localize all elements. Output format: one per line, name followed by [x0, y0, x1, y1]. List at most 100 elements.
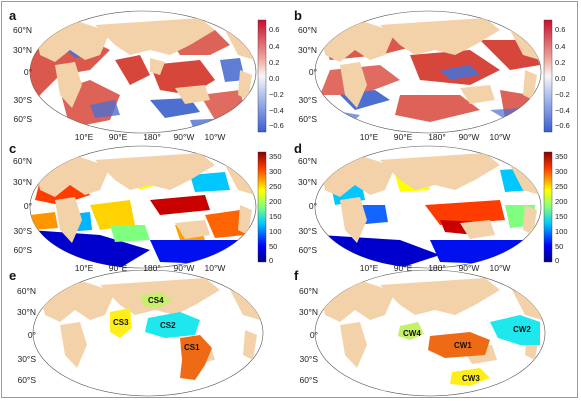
- colorbar-tick: 0.0: [555, 74, 566, 83]
- panel-letter-d: d: [294, 141, 302, 156]
- colorbar-tick: −0.2: [555, 90, 570, 99]
- lat-label: 60°N: [299, 286, 318, 296]
- panel-f-map: [314, 269, 546, 397]
- lat-label: 60°S: [13, 114, 32, 124]
- lon-label: 180°: [143, 263, 161, 273]
- lon-label: 10°W: [204, 132, 226, 142]
- colorbar-tick: 0: [269, 256, 274, 265]
- lon-label: 90°W: [173, 263, 195, 273]
- region-label-cw1: CW1: [454, 341, 472, 350]
- colorbar-tick: 250: [269, 182, 282, 191]
- colorbar-tick: 0.6: [555, 25, 566, 34]
- region-label-cw2: CW2: [513, 325, 531, 334]
- colorbar-tick: 250: [555, 182, 568, 191]
- lat-label: 30°N: [17, 307, 36, 317]
- panel-letter-a: a: [9, 8, 17, 23]
- colorbar-tick: 100: [555, 227, 568, 236]
- colorbar-a: [257, 19, 267, 133]
- lat-label: 0°: [23, 67, 32, 77]
- region-cw3: [450, 368, 490, 386]
- lon-label: 90°E: [393, 132, 413, 142]
- lon-label: 90°W: [173, 132, 195, 142]
- panel-letter-e: e: [9, 268, 17, 283]
- lat-label: 30°S: [299, 354, 318, 364]
- lon-label: 90°W: [458, 263, 480, 273]
- lon-label: 10°W: [204, 263, 226, 273]
- panel-b-map: [314, 10, 542, 134]
- lat-label: 60°S: [13, 245, 32, 255]
- panel-d-map: [314, 145, 542, 269]
- colorbar-b: [543, 19, 553, 133]
- lat-label: 30°S: [13, 226, 32, 236]
- region-cw2: [490, 315, 540, 345]
- colorbar-tick: 150: [555, 212, 568, 221]
- lat-label: 30°N: [299, 307, 318, 317]
- lat-label: 60°S: [298, 245, 317, 255]
- lat-label: 0°: [309, 330, 318, 340]
- lon-label: 90°E: [108, 132, 128, 142]
- region-cw1: [428, 332, 490, 358]
- lon-label: 10°E: [359, 132, 379, 142]
- lat-label: 60°N: [298, 156, 317, 166]
- lat-label: 60°S: [298, 114, 317, 124]
- panel-letter-f: f: [294, 268, 299, 283]
- colorbar-tick: 50: [555, 242, 564, 251]
- colorbar-tick: 50: [269, 242, 278, 251]
- region-label-cs3: CS3: [113, 318, 129, 327]
- colorbar-tick: 200: [555, 197, 568, 206]
- colorbar-c: [257, 151, 267, 263]
- panel-e-map: [32, 269, 264, 397]
- lat-label: 30°S: [13, 95, 32, 105]
- colorbar-tick: 150: [269, 212, 282, 221]
- colorbar-tick: 0: [555, 256, 560, 265]
- colorbar-d: [543, 151, 553, 263]
- region-cs4: [140, 292, 172, 308]
- colorbar-tick: 0.6: [269, 25, 280, 34]
- colorbar-tick: 0.4: [555, 42, 566, 51]
- lon-label: 90°W: [458, 132, 480, 142]
- lat-label: 30°N: [13, 177, 32, 187]
- region-cs2: [145, 312, 200, 338]
- lon-label: 180°: [428, 263, 446, 273]
- region-label-cw3: CW3: [462, 374, 480, 383]
- colorbar-tick: 300: [555, 167, 568, 176]
- region-label-cs1: CS1: [184, 343, 200, 352]
- region-label-cs2: CS2: [160, 321, 176, 330]
- panel-letter-c: c: [9, 141, 17, 156]
- colorbar-tick: −0.6: [269, 121, 284, 130]
- lat-label: 30°N: [298, 177, 317, 187]
- region-cs3: [110, 308, 132, 338]
- lat-label: 30°S: [298, 226, 317, 236]
- lat-label: 0°: [23, 201, 32, 211]
- colorbar-tick: 0.2: [555, 58, 566, 67]
- lat-label: 0°: [308, 67, 317, 77]
- colorbar-tick: −0.4: [269, 106, 284, 115]
- colorbar-tick: 0.2: [269, 58, 280, 67]
- lat-label: 30°N: [13, 45, 32, 55]
- lat-label: 60°N: [13, 25, 32, 35]
- lat-label: 0°: [308, 201, 317, 211]
- colorbar-tick: 100: [269, 227, 282, 236]
- colorbar-tick: 0.0: [269, 74, 280, 83]
- lon-label: 10°E: [74, 263, 94, 273]
- lon-label: 10°E: [74, 132, 94, 142]
- colorbar-tick: −0.4: [555, 106, 570, 115]
- region-label-cs4: CS4: [148, 296, 164, 305]
- panel-c-map: [29, 145, 257, 269]
- lon-label: 180°: [143, 132, 161, 142]
- lat-label: 30°N: [298, 45, 317, 55]
- region-cw4: [398, 322, 424, 340]
- lat-label: 30°S: [17, 354, 36, 364]
- colorbar-tick: 300: [269, 167, 282, 176]
- region-label-cw4: CW4: [403, 329, 421, 338]
- lat-label: 60°S: [299, 375, 318, 385]
- lat-label: 60°N: [13, 156, 32, 166]
- lon-label: 90°E: [393, 263, 413, 273]
- lat-label: 30°S: [298, 95, 317, 105]
- lon-label: 90°E: [108, 263, 128, 273]
- region-cs1: [180, 335, 212, 380]
- lon-label: 10°E: [359, 263, 379, 273]
- colorbar-tick: −0.6: [555, 121, 570, 130]
- lat-label: 0°: [27, 330, 36, 340]
